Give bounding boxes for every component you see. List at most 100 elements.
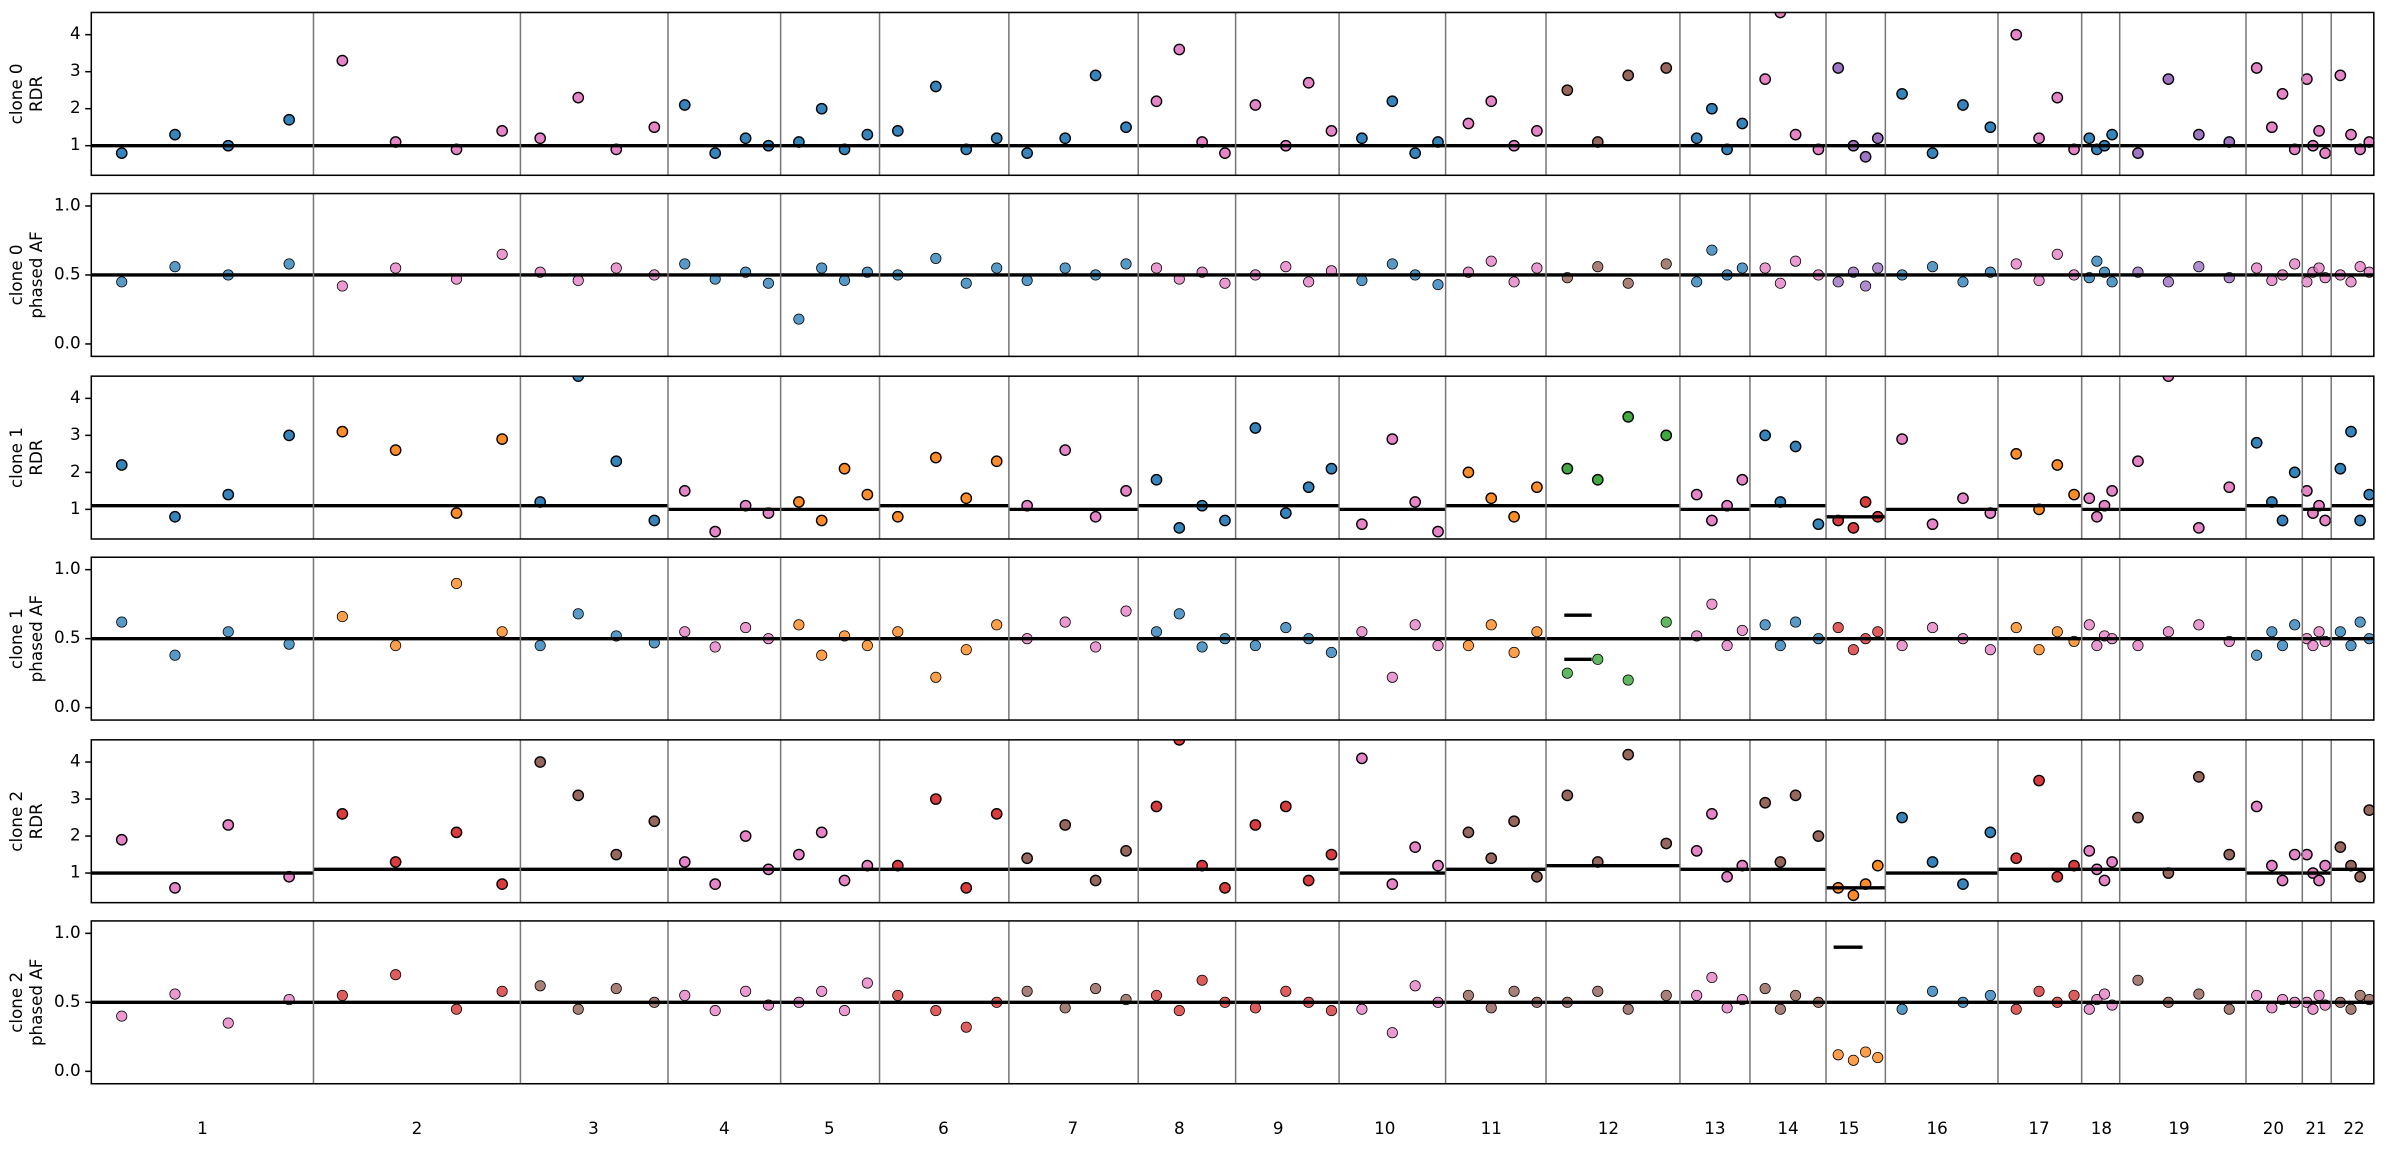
point [1706, 598, 1718, 610]
point [2083, 492, 2096, 505]
point [389, 856, 402, 868]
point [390, 262, 402, 274]
point [1531, 870, 1543, 883]
x-tick-label: 2 [412, 1118, 423, 1138]
point [2162, 626, 2174, 638]
point [1832, 276, 1844, 288]
point [2091, 255, 2103, 267]
point [709, 878, 722, 891]
point [2162, 276, 2174, 288]
point [929, 80, 942, 93]
axes-frame [90, 11, 2375, 177]
point [1759, 619, 1771, 631]
point [1592, 985, 1604, 997]
point [1691, 276, 1703, 288]
point [1021, 147, 1033, 159]
x-tick-label: 18 [2091, 1118, 2112, 1138]
point [1021, 274, 1033, 287]
point [2266, 274, 2278, 287]
point [1508, 276, 1520, 288]
point [1432, 639, 1444, 652]
point [450, 1003, 463, 1015]
point [610, 455, 623, 468]
point [2301, 73, 2313, 85]
y-tick-label: 0.5 [54, 627, 81, 647]
point [390, 969, 402, 981]
point [496, 248, 508, 260]
point [1150, 473, 1163, 486]
point [1325, 462, 1338, 475]
point [1774, 1003, 1786, 1015]
point [679, 258, 691, 270]
panel [91, 739, 2374, 902]
point [2319, 514, 2331, 527]
point [450, 826, 463, 839]
point [2307, 1003, 2319, 1015]
point [336, 54, 349, 67]
point [892, 989, 904, 1001]
y-tick-label: 0.5 [54, 991, 81, 1011]
y-axis-label: clone 1 [6, 608, 26, 669]
point [1302, 76, 1315, 89]
point [2301, 485, 2313, 497]
point [2091, 510, 2103, 523]
point [1847, 889, 1860, 902]
point [1531, 125, 1543, 137]
point [861, 488, 874, 501]
x-tick-label: 3 [588, 1118, 599, 1138]
point [1832, 1049, 1844, 1061]
point [2288, 466, 2301, 479]
point [2132, 974, 2144, 986]
point [610, 262, 622, 274]
point [1059, 819, 1072, 831]
point [1721, 1002, 1733, 1014]
point [2313, 989, 2325, 1001]
y-axis-label: RDR [26, 75, 46, 111]
x-tick-label: 20 [2263, 1118, 2284, 1138]
point [169, 882, 181, 894]
point [1150, 989, 1163, 1001]
point [2354, 989, 2366, 1001]
point [861, 128, 874, 141]
point [2083, 132, 2096, 145]
point [2251, 989, 2263, 1001]
point [2223, 1003, 2235, 1015]
point [1150, 95, 1163, 108]
point [572, 274, 584, 287]
point [2334, 626, 2346, 638]
point [2091, 639, 2103, 652]
point [1691, 989, 1703, 1001]
point [2051, 91, 2064, 104]
point [1860, 1046, 1872, 1058]
point [336, 989, 348, 1001]
point [572, 789, 585, 802]
point [2276, 514, 2289, 527]
point [1356, 626, 1368, 638]
point [2354, 870, 2366, 883]
point [1386, 1027, 1398, 1039]
point [709, 147, 722, 159]
point [739, 132, 752, 145]
point [1090, 641, 1102, 653]
point [116, 616, 128, 628]
point [222, 488, 235, 501]
point [2319, 147, 2331, 159]
point [793, 496, 805, 508]
point [1280, 622, 1292, 634]
point [793, 619, 805, 631]
point [1325, 125, 1338, 137]
point [2132, 639, 2144, 652]
point [1386, 878, 1399, 891]
point [1508, 985, 1520, 997]
point [2083, 1003, 2095, 1015]
x-tick-label: 15 [1838, 1118, 1859, 1138]
point [1462, 466, 1475, 479]
point [2288, 848, 2301, 861]
y-axis-label: phased AF [26, 595, 46, 682]
point [2106, 856, 2118, 868]
point [1622, 1003, 1634, 1015]
point [2051, 248, 2063, 260]
point [1325, 848, 1338, 861]
point [1531, 626, 1543, 638]
point [1059, 1002, 1071, 1014]
